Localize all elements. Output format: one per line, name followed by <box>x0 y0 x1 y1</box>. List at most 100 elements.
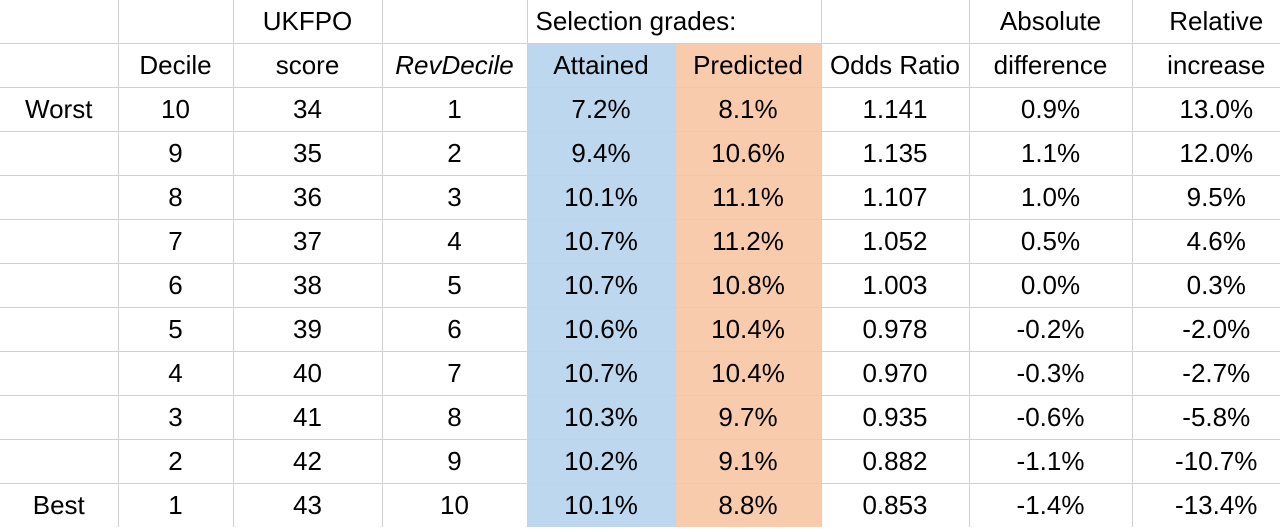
predicted-cell: 11.1% <box>674 175 822 220</box>
attained-cell: 10.7% <box>526 263 676 308</box>
odds-ratio-cell: 0.935 <box>820 395 970 440</box>
odds-ratio-cell: 1.141 <box>820 87 970 132</box>
revdecile-cell: 8 <box>381 395 528 440</box>
row-label-cell <box>0 439 119 484</box>
attained-cell: 10.1% <box>526 175 676 220</box>
header-score: score <box>232 43 383 88</box>
revdecile-cell: 7 <box>381 351 528 396</box>
predicted-cell: 10.4% <box>674 307 822 352</box>
predicted-cell: 10.4% <box>674 351 822 396</box>
revdecile-cell: 2 <box>381 131 528 176</box>
row-label-cell: Best <box>0 483 119 527</box>
table-row: 8 36 3 10.1% 11.1% 1.107 1.0% 9.5% <box>0 175 1280 220</box>
header-cell <box>0 0 119 44</box>
odds-ratio-cell: 1.003 <box>820 263 970 308</box>
absolute-difference-cell: 0.0% <box>968 263 1133 308</box>
revdecile-cell: 6 <box>381 307 528 352</box>
predicted-cell: 10.6% <box>674 131 822 176</box>
absolute-difference-cell: -0.2% <box>968 307 1133 352</box>
attained-cell: 9.4% <box>526 131 676 176</box>
score-cell: 39 <box>232 307 383 352</box>
table-row: 2 42 9 10.2% 9.1% 0.882 -1.1% -10.7% <box>0 439 1280 484</box>
predicted-cell: 11.2% <box>674 219 822 264</box>
header-row-2: Decile score RevDecile Attained Predicte… <box>0 43 1280 88</box>
revdecile-cell: 4 <box>381 219 528 264</box>
score-cell: 35 <box>232 131 383 176</box>
header-difference: difference <box>968 43 1133 88</box>
decile-cell: 10 <box>117 87 234 132</box>
revdecile-cell: 1 <box>381 87 528 132</box>
attained-cell: 10.2% <box>526 439 676 484</box>
revdecile-cell: 9 <box>381 439 528 484</box>
attained-cell: 7.2% <box>526 87 676 132</box>
relative-increase-cell: 0.3% <box>1131 263 1280 308</box>
predicted-cell: 9.1% <box>674 439 822 484</box>
attained-cell: 10.7% <box>526 219 676 264</box>
relative-increase-cell: 4.6% <box>1131 219 1280 264</box>
relative-increase-cell: 12.0% <box>1131 131 1280 176</box>
header-cell <box>820 0 970 44</box>
header-row-1: UKFPO Selection grades: Absolute Relativ… <box>0 0 1280 44</box>
attained-cell: 10.6% <box>526 307 676 352</box>
table-row: Worst 10 34 1 7.2% 8.1% 1.141 0.9% 13.0% <box>0 87 1280 132</box>
row-label-cell <box>0 307 119 352</box>
relative-increase-cell: -10.7% <box>1131 439 1280 484</box>
absolute-difference-cell: 1.0% <box>968 175 1133 220</box>
row-label-cell <box>0 131 119 176</box>
row-label-cell <box>0 351 119 396</box>
attained-cell: 10.7% <box>526 351 676 396</box>
absolute-difference-cell: -0.3% <box>968 351 1133 396</box>
header-increase: increase <box>1131 43 1280 88</box>
header-predicted: Predicted <box>674 43 822 88</box>
decile-cell: 5 <box>117 307 234 352</box>
score-cell: 38 <box>232 263 383 308</box>
score-cell: 41 <box>232 395 383 440</box>
score-cell: 42 <box>232 439 383 484</box>
predicted-cell: 8.8% <box>674 483 822 527</box>
relative-increase-cell: 9.5% <box>1131 175 1280 220</box>
table-row: 5 39 6 10.6% 10.4% 0.978 -0.2% -2.0% <box>0 307 1280 352</box>
row-label-cell <box>0 395 119 440</box>
table-row: 3 41 8 10.3% 9.7% 0.935 -0.6% -5.8% <box>0 395 1280 440</box>
odds-ratio-cell: 0.853 <box>820 483 970 527</box>
absolute-difference-cell: 1.1% <box>968 131 1133 176</box>
header-odds-ratio: Odds Ratio <box>820 43 970 88</box>
predicted-cell: 10.8% <box>674 263 822 308</box>
absolute-difference-cell: -1.1% <box>968 439 1133 484</box>
table-row: Best 1 43 10 10.1% 8.8% 0.853 -1.4% -13.4% <box>0 483 1280 527</box>
decile-cell: 6 <box>117 263 234 308</box>
header-ukfpo: UKFPO <box>232 0 383 44</box>
table-row: 6 38 5 10.7% 10.8% 1.003 0.0% 0.3% <box>0 263 1280 308</box>
row-label-cell <box>0 219 119 264</box>
relative-increase-cell: -2.0% <box>1131 307 1280 352</box>
absolute-difference-cell: 0.5% <box>968 219 1133 264</box>
header-cell <box>381 0 528 44</box>
relative-increase-cell: -2.7% <box>1131 351 1280 396</box>
row-label-cell: Worst <box>0 87 119 132</box>
odds-ratio-cell: 0.882 <box>820 439 970 484</box>
score-cell: 43 <box>232 483 383 527</box>
revdecile-cell: 3 <box>381 175 528 220</box>
decile-cell: 2 <box>117 439 234 484</box>
relative-increase-cell: 13.0% <box>1131 87 1280 132</box>
predicted-cell: 9.7% <box>674 395 822 440</box>
header-cell <box>0 43 119 88</box>
header-selection-grades: Selection grades: <box>526 0 822 44</box>
odds-ratio-cell: 1.052 <box>820 219 970 264</box>
odds-ratio-cell: 0.978 <box>820 307 970 352</box>
table-row: 4 40 7 10.7% 10.4% 0.970 -0.3% -2.7% <box>0 351 1280 396</box>
table-row: 7 37 4 10.7% 11.2% 1.052 0.5% 4.6% <box>0 219 1280 264</box>
absolute-difference-cell: 0.9% <box>968 87 1133 132</box>
header-decile: Decile <box>117 43 234 88</box>
header-cell <box>117 0 234 44</box>
decile-cell: 3 <box>117 395 234 440</box>
decile-cell: 9 <box>117 131 234 176</box>
odds-ratio-cell: 1.107 <box>820 175 970 220</box>
header-revdecile: RevDecile <box>381 43 528 88</box>
row-label-cell <box>0 263 119 308</box>
table-row: 9 35 2 9.4% 10.6% 1.135 1.1% 12.0% <box>0 131 1280 176</box>
attained-cell: 10.3% <box>526 395 676 440</box>
decile-cell: 1 <box>117 483 234 527</box>
attained-cell: 10.1% <box>526 483 676 527</box>
